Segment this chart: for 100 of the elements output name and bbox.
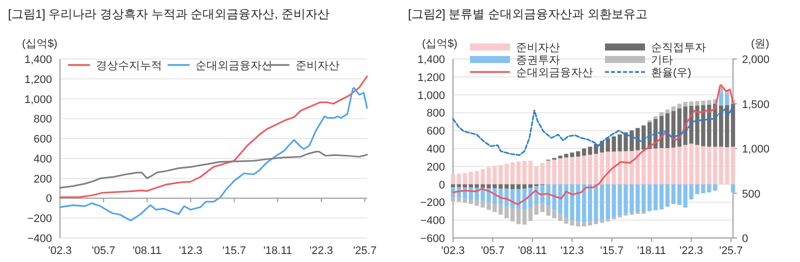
bar (724, 94, 730, 106)
bar (719, 146, 724, 184)
x-tick-label: '02.3 (441, 245, 465, 257)
legend-label: 증권투자 (516, 54, 560, 66)
y-tick-label: 1,400 (24, 54, 52, 66)
y2-tick-label: 1,500 (742, 98, 770, 111)
bar (671, 184, 676, 204)
y-tick-label: −400 (420, 215, 445, 228)
y-tick-label: 0 (438, 179, 445, 192)
bar (606, 138, 610, 152)
y-tick-label: −200 (420, 197, 445, 210)
legend-label: 준비자산 (295, 60, 340, 72)
bar (588, 154, 592, 184)
x-tick-label: '12.3 (560, 245, 584, 257)
bar (588, 146, 592, 155)
bar (659, 184, 664, 210)
bar (456, 198, 462, 202)
legend-label: 순대외금융자산 (196, 60, 273, 72)
bar (516, 208, 521, 224)
bar (522, 184, 527, 189)
y-tick-label: 400 (426, 144, 445, 156)
bar (576, 184, 580, 222)
line-series (452, 106, 734, 156)
bar (510, 162, 515, 184)
y-tick-label: 600 (426, 126, 445, 138)
bar (730, 184, 736, 192)
line-series (59, 150, 368, 189)
x-tick-label: '05.7 (480, 245, 504, 257)
y-tick-label: −600 (420, 233, 445, 245)
bar (677, 184, 682, 205)
y2-axis-title: (원) (751, 38, 770, 50)
x-tick-label: '12.3 (178, 245, 202, 257)
y-tick-label: 800 (426, 108, 445, 120)
x-tick-label: '25.7 (719, 245, 743, 257)
bar (582, 222, 586, 226)
chart-title: [그림1] 우리나라 경상흑자 누적과 순대외금융자산, 준비자산 (8, 7, 330, 21)
legend-label: 순대외금융자산 (516, 67, 593, 79)
bar (594, 184, 598, 221)
bar (665, 110, 670, 114)
bar (534, 166, 538, 184)
y-tick-label: 400 (34, 153, 52, 166)
bar (594, 220, 598, 224)
legend-label: 준비자산 (516, 42, 560, 54)
bar (606, 152, 610, 184)
x-tick-label: '25.7 (353, 245, 377, 257)
legend-label: 경상수지누적 (96, 60, 162, 72)
y2-tick-label: 500 (742, 188, 760, 200)
bar (516, 161, 521, 184)
y-tick-label: −400 (27, 233, 52, 245)
chart-title: [그림2] 분류별 순대외금융자산과 외환보유고 (408, 7, 648, 21)
bar (504, 164, 509, 184)
y2-tick-label: 0 (742, 233, 748, 245)
bar (576, 222, 580, 226)
y-tick-label: 800 (34, 114, 52, 126)
bar (528, 184, 533, 188)
bar (730, 146, 736, 184)
bar (582, 148, 586, 156)
bar (719, 106, 724, 147)
x-tick-label: '18.11 (263, 245, 292, 257)
bar (677, 146, 682, 184)
bar (456, 174, 462, 184)
y-tick-label: 1,200 (417, 72, 445, 84)
bar (450, 198, 456, 202)
y-axis-title: (십억$) (22, 38, 58, 50)
bar (730, 104, 736, 147)
bar (648, 184, 652, 212)
bar (671, 148, 676, 184)
y-tick-label: 1,200 (24, 74, 52, 86)
bar (510, 208, 515, 222)
x-tick-label: '05.7 (92, 245, 116, 257)
bar (504, 206, 509, 218)
bar (653, 148, 658, 184)
bar (576, 151, 580, 157)
x-tick-label: '18.11 (637, 245, 666, 257)
bar (671, 106, 676, 111)
bar (659, 112, 664, 116)
legend-label: 기타 (651, 54, 673, 66)
bar (504, 184, 509, 189)
line-series (59, 87, 368, 222)
line-series (452, 84, 734, 206)
bar (719, 92, 724, 106)
y-axis-title: (십억$) (422, 38, 458, 50)
bar (582, 184, 586, 223)
bar (462, 198, 467, 203)
x-tick-label: '22.3 (680, 245, 704, 257)
x-tick-label: '15.7 (222, 245, 246, 257)
bar (600, 184, 604, 220)
y-tick-label: 1,400 (417, 54, 445, 66)
bar (665, 184, 670, 207)
bar (724, 147, 730, 184)
x-tick-label: '22.3 (310, 245, 334, 257)
bar (462, 184, 467, 188)
bar (462, 173, 467, 184)
y-tick-label: 200 (34, 173, 52, 186)
bar (648, 148, 652, 184)
bar (576, 156, 580, 184)
bar (582, 156, 586, 184)
y2-tick-label: 2,000 (742, 54, 770, 66)
bar (588, 222, 592, 226)
bar (606, 184, 610, 220)
